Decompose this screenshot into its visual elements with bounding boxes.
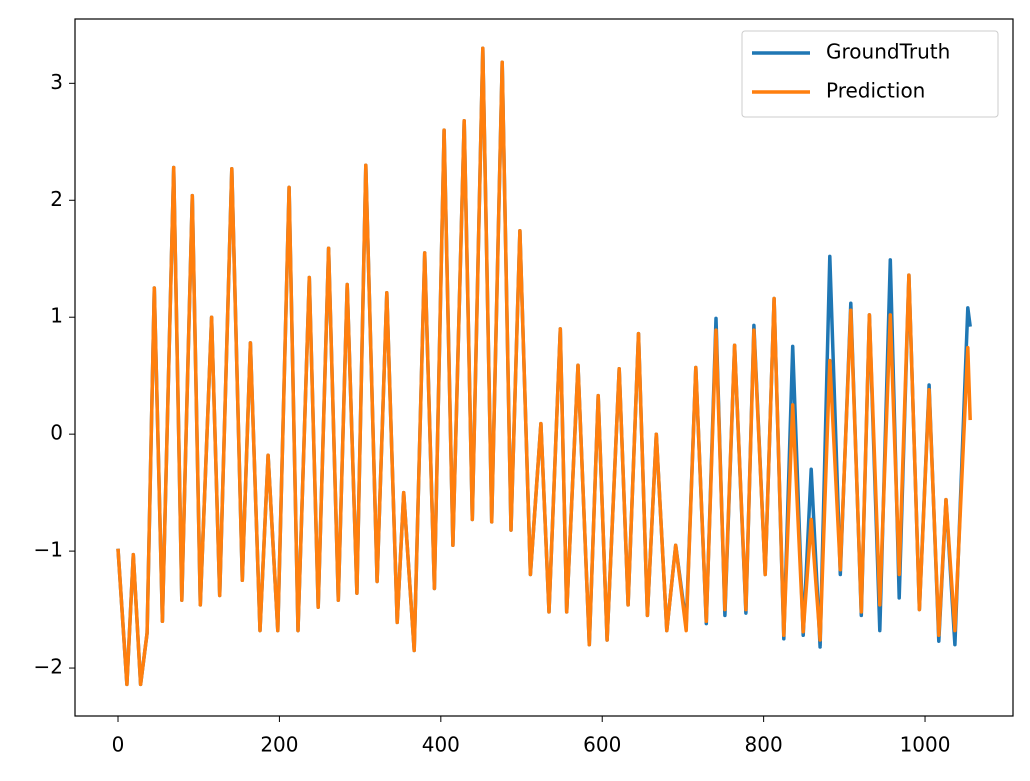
x-tick-label: 200: [260, 733, 298, 757]
plot-frame: [74, 18, 1014, 717]
series-line: [116, 46, 972, 687]
x-tick-label: 1000: [900, 733, 951, 757]
y-tick-label: 0: [50, 421, 63, 445]
x-tick-label: 400: [422, 733, 460, 757]
y-tick-label: −1: [34, 538, 63, 562]
x-tick-label: 600: [583, 733, 621, 757]
x-tick-label: 800: [745, 733, 783, 757]
y-tick-label: 1: [50, 304, 63, 328]
y-tick-label: −2: [34, 655, 63, 679]
legend-label: Prediction: [826, 79, 925, 103]
legend-label: GroundTruth: [826, 40, 950, 64]
y-tick-label: 2: [50, 187, 63, 211]
y-tick-label: 3: [50, 70, 63, 94]
x-tick-label: 0: [112, 733, 125, 757]
series-line: [116, 46, 972, 687]
